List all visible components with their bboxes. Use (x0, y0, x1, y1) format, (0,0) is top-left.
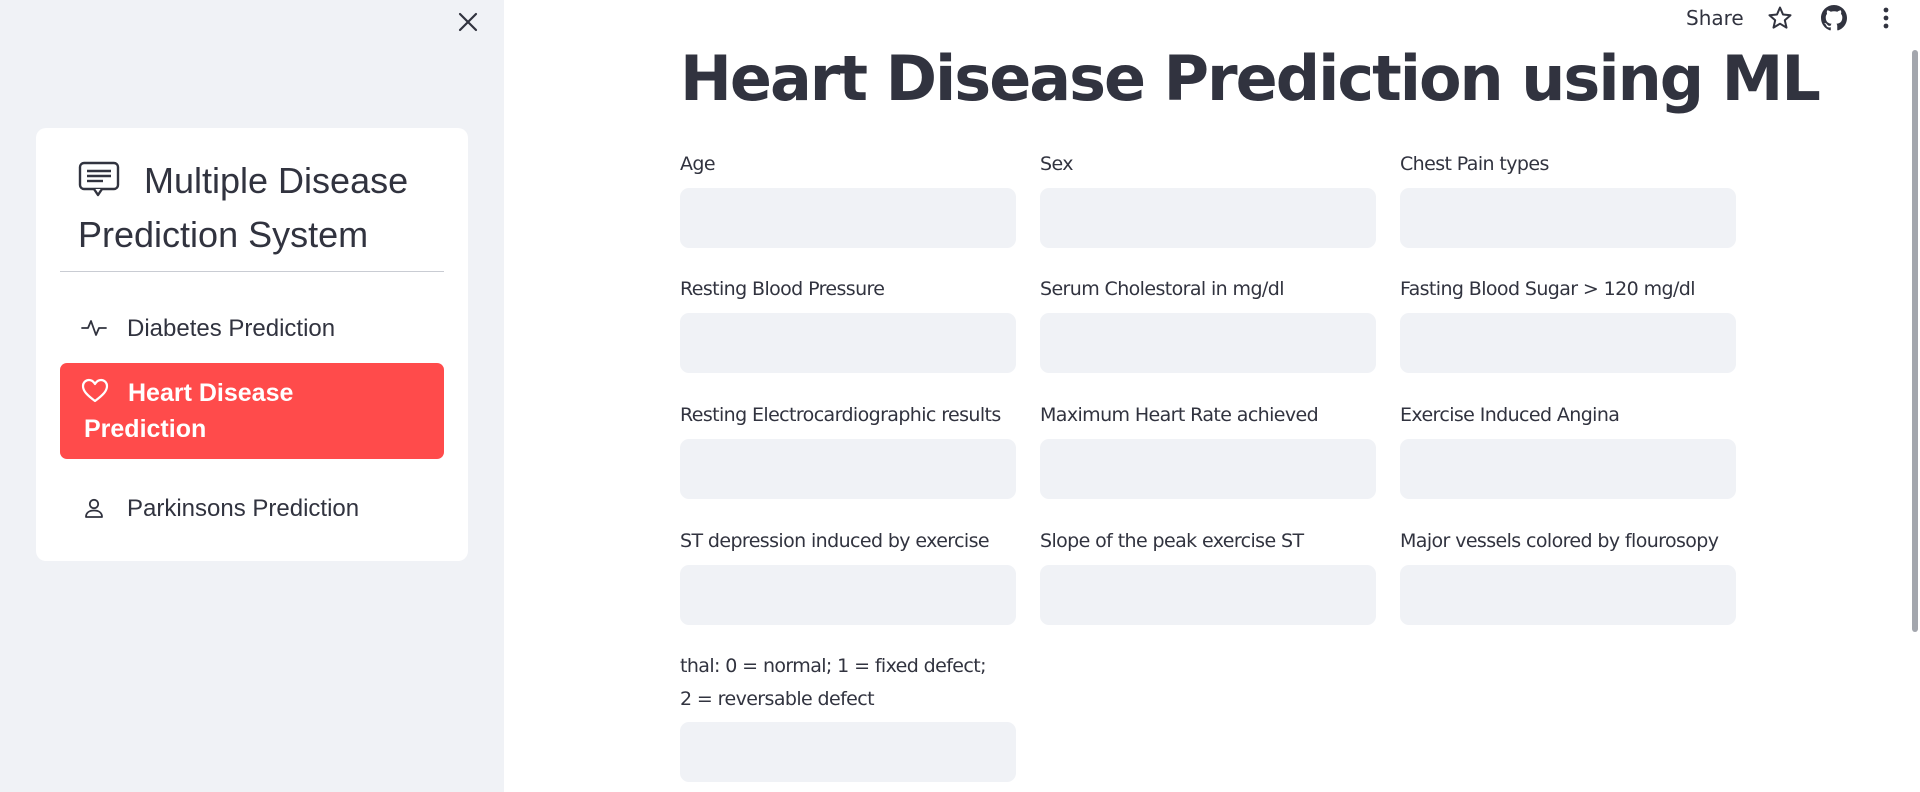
activity-icon (80, 314, 108, 342)
field-label-exercise-angina: Exercise Induced Angina (1400, 404, 1620, 426)
field-label-cholesterol: Serum Cholestoral in mg/dl (1040, 278, 1284, 300)
field-label-resting-bp: Resting Blood Pressure (680, 278, 885, 300)
st-depression-input[interactable] (680, 565, 1016, 625)
nav-item-heart-disease[interactable]: Heart Disease Prediction (60, 363, 444, 459)
resting-ecg-input[interactable] (680, 439, 1016, 499)
nav-item-parkinsons[interactable]: Parkinsons Prediction (60, 478, 444, 538)
more-vertical-icon[interactable] (1872, 4, 1900, 32)
resting-bp-input[interactable] (680, 313, 1016, 373)
field-label-major-vessels: Major vessels colored by flourosopy (1400, 530, 1719, 552)
st-slope-input[interactable] (1040, 565, 1376, 625)
nav-item-diabetes[interactable]: Diabetes Prediction (60, 298, 444, 358)
field-label-st-depression: ST depression induced by exercise (680, 530, 990, 552)
menu-divider (60, 271, 444, 272)
menu-title: Multiple Disease Prediction System (78, 154, 448, 262)
chest-pain-input[interactable] (1400, 188, 1736, 248)
person-icon (80, 494, 108, 522)
sex-input[interactable] (1040, 188, 1376, 248)
close-icon (458, 12, 478, 32)
nav-item-label: Heart Disease Prediction (84, 379, 294, 443)
exercise-angina-input[interactable] (1400, 439, 1736, 499)
scrollbar[interactable] (1912, 50, 1918, 632)
option-menu: Multiple Disease Prediction System Diabe… (36, 128, 468, 561)
age-input[interactable] (680, 188, 1016, 248)
nav-item-label: Parkinsons Prediction (127, 495, 360, 522)
page-title: Heart Disease Prediction using ML (680, 42, 1821, 115)
thal-input[interactable] (680, 722, 1016, 782)
field-label-thal: thal: 0 = normal; 1 = fixed defect; 2 = … (680, 655, 986, 710)
field-label-chest-pain: Chest Pain types (1400, 153, 1549, 175)
chat-left-text-icon (78, 161, 120, 197)
field-label-age: Age (680, 153, 716, 175)
major-vessels-input[interactable] (1400, 565, 1736, 625)
fasting-blood-sugar-input[interactable] (1400, 313, 1736, 373)
menu-title-text: Multiple Disease Prediction System (78, 160, 409, 255)
field-label-sex: Sex (1040, 153, 1073, 175)
field-label-fasting-blood-sugar: Fasting Blood Sugar > 120 mg/dl (1400, 278, 1696, 300)
field-label-resting-ecg: Resting Electrocardiographic results (680, 404, 1001, 426)
heart-icon (81, 377, 109, 405)
nav-item-label: Diabetes Prediction (127, 315, 336, 342)
cholesterol-input[interactable] (1040, 313, 1376, 373)
field-label-max-heart-rate: Maximum Heart Rate achieved (1040, 404, 1319, 426)
share-button[interactable]: Share (1686, 6, 1744, 30)
max-heart-rate-input[interactable] (1040, 439, 1376, 499)
github-icon[interactable] (1820, 4, 1848, 32)
close-sidebar-button[interactable] (452, 6, 484, 38)
sidebar: Multiple Disease Prediction System Diabe… (0, 0, 504, 792)
star-icon[interactable] (1766, 4, 1794, 32)
